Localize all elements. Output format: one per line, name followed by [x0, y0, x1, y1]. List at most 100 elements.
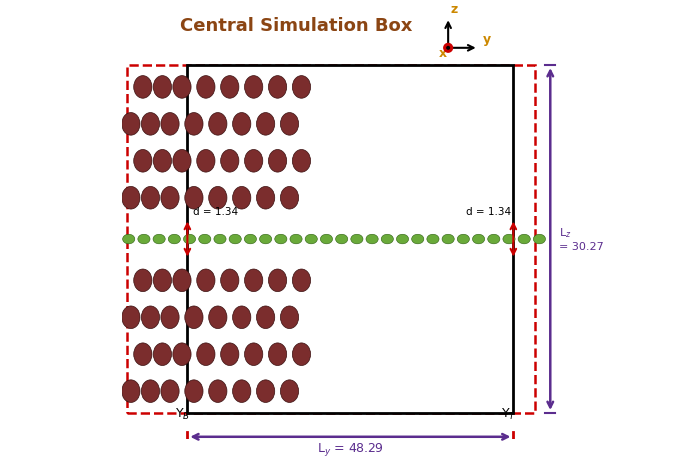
Ellipse shape — [233, 380, 251, 403]
Ellipse shape — [221, 75, 239, 98]
Ellipse shape — [280, 112, 299, 135]
Ellipse shape — [138, 234, 150, 244]
Text: d = 1.34: d = 1.34 — [193, 207, 238, 217]
Text: z: z — [450, 3, 458, 16]
Ellipse shape — [305, 234, 317, 244]
Text: Central Simulation Box: Central Simulation Box — [180, 17, 412, 35]
Ellipse shape — [153, 234, 165, 244]
Ellipse shape — [280, 306, 299, 329]
Text: y: y — [483, 33, 491, 47]
Ellipse shape — [161, 306, 179, 329]
Ellipse shape — [141, 306, 160, 329]
Ellipse shape — [518, 234, 530, 244]
Ellipse shape — [533, 234, 545, 244]
Ellipse shape — [134, 269, 152, 292]
Ellipse shape — [233, 306, 251, 329]
Ellipse shape — [233, 186, 251, 209]
Ellipse shape — [503, 234, 515, 244]
Ellipse shape — [221, 269, 239, 292]
Ellipse shape — [293, 343, 310, 366]
Ellipse shape — [134, 343, 152, 366]
Ellipse shape — [244, 75, 263, 98]
Text: x: x — [439, 48, 447, 60]
Ellipse shape — [293, 269, 310, 292]
Ellipse shape — [208, 112, 227, 135]
Bar — [187, 65, 513, 413]
Ellipse shape — [161, 112, 179, 135]
Ellipse shape — [153, 269, 172, 292]
Ellipse shape — [134, 149, 152, 172]
Ellipse shape — [335, 234, 348, 244]
Ellipse shape — [473, 234, 485, 244]
Ellipse shape — [366, 234, 378, 244]
Ellipse shape — [173, 75, 191, 98]
Ellipse shape — [244, 149, 263, 172]
Ellipse shape — [122, 186, 140, 209]
Ellipse shape — [233, 112, 251, 135]
Ellipse shape — [141, 186, 160, 209]
Ellipse shape — [257, 112, 275, 135]
Ellipse shape — [320, 234, 333, 244]
Ellipse shape — [268, 149, 287, 172]
Ellipse shape — [214, 234, 226, 244]
Ellipse shape — [173, 269, 191, 292]
Ellipse shape — [268, 269, 287, 292]
Ellipse shape — [290, 234, 302, 244]
Ellipse shape — [185, 380, 203, 403]
Ellipse shape — [208, 306, 227, 329]
Ellipse shape — [411, 234, 424, 244]
Ellipse shape — [280, 380, 299, 403]
Ellipse shape — [244, 269, 263, 292]
Circle shape — [447, 47, 449, 49]
Ellipse shape — [397, 234, 409, 244]
Ellipse shape — [293, 149, 310, 172]
Ellipse shape — [197, 149, 215, 172]
Ellipse shape — [208, 186, 227, 209]
Ellipse shape — [197, 75, 215, 98]
Ellipse shape — [134, 75, 152, 98]
Ellipse shape — [122, 112, 140, 135]
Ellipse shape — [141, 112, 160, 135]
Ellipse shape — [173, 149, 191, 172]
Ellipse shape — [122, 306, 140, 329]
Ellipse shape — [427, 234, 439, 244]
Ellipse shape — [293, 75, 310, 98]
Ellipse shape — [257, 186, 275, 209]
Ellipse shape — [457, 234, 469, 244]
Ellipse shape — [221, 149, 239, 172]
Ellipse shape — [268, 75, 287, 98]
Ellipse shape — [275, 234, 287, 244]
Ellipse shape — [161, 380, 179, 403]
Text: L$_z$
= 30.27: L$_z$ = 30.27 — [559, 226, 604, 252]
Ellipse shape — [173, 343, 191, 366]
Ellipse shape — [257, 306, 275, 329]
Circle shape — [444, 43, 452, 52]
Ellipse shape — [141, 380, 160, 403]
Ellipse shape — [442, 234, 454, 244]
Ellipse shape — [244, 343, 263, 366]
Ellipse shape — [153, 343, 172, 366]
Ellipse shape — [197, 269, 215, 292]
Ellipse shape — [244, 234, 257, 244]
Ellipse shape — [123, 234, 135, 244]
Ellipse shape — [122, 380, 140, 403]
Ellipse shape — [229, 234, 241, 244]
Ellipse shape — [185, 306, 203, 329]
Ellipse shape — [221, 343, 239, 366]
Text: Y$_B$: Y$_B$ — [175, 407, 191, 422]
Text: d = 1.34: d = 1.34 — [466, 207, 511, 217]
Ellipse shape — [381, 234, 393, 244]
Ellipse shape — [161, 186, 179, 209]
Ellipse shape — [488, 234, 500, 244]
Ellipse shape — [197, 343, 215, 366]
Ellipse shape — [153, 149, 172, 172]
Ellipse shape — [185, 186, 203, 209]
Ellipse shape — [183, 234, 196, 244]
Bar — [126, 65, 535, 413]
Ellipse shape — [259, 234, 272, 244]
Ellipse shape — [185, 112, 203, 135]
Ellipse shape — [257, 380, 275, 403]
Ellipse shape — [168, 234, 181, 244]
Ellipse shape — [153, 75, 172, 98]
Ellipse shape — [208, 380, 227, 403]
